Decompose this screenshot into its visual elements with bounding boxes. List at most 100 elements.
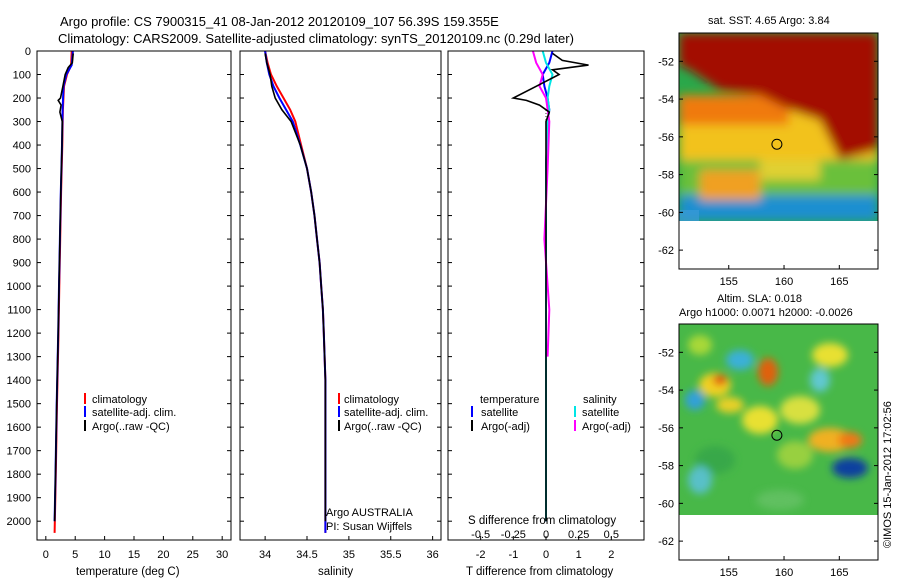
lat-tick-label: -52 <box>658 347 674 359</box>
legend-argo-raw: Argo(..raw -QC) <box>92 421 170 433</box>
blue-series-line <box>53 51 74 522</box>
x-tick-label: 25 <box>187 549 199 561</box>
lat-tick-label: -56 <box>658 132 674 144</box>
x-tick-label: 30 <box>216 549 228 561</box>
legend-swatch-s-argo <box>574 420 576 431</box>
t-difference-xlabel: T difference from climatology <box>466 566 613 578</box>
sla-map-ticks: -52 -54 -56 -58 -60 -62 155 160 165 <box>658 347 878 579</box>
x-tick-label: 0 <box>43 549 49 561</box>
salinity-plot-frame <box>239 50 442 541</box>
salinity-xlabel: salinity <box>318 566 353 578</box>
x-tick-label: 0 <box>543 549 549 561</box>
s-diff-tick-label: 0 <box>543 529 549 541</box>
x-tick-label: 36 <box>427 549 439 561</box>
sla-argo-position-marker <box>771 429 783 441</box>
depth-tick-label: 1300 <box>7 352 31 364</box>
credit-argo-australia: Argo AUSTRALIA <box>326 507 413 519</box>
salinity-panel: 34 34.5 35 35.5 36 salinity climatology sate… <box>239 50 442 578</box>
legend-salinity-title: salinity <box>583 394 617 406</box>
depth-tick-label: 100 <box>13 70 31 82</box>
depth-tick-label: 300 <box>13 117 31 129</box>
depth-tick-label: 1500 <box>7 399 31 411</box>
lat-tick-label: -58 <box>658 461 674 473</box>
lat-tick-label: -54 <box>658 94 674 106</box>
legend-swatch-satellite-adj <box>338 406 340 417</box>
lon-tick-label: 155 <box>720 276 738 288</box>
x-tick-label: 10 <box>98 549 110 561</box>
x-tick-label: 35 <box>343 549 355 561</box>
legend-swatch-t-satellite <box>471 406 473 417</box>
sst-map-panel: sat. SST: 4.65 Argo: 3.84 -52 -54 -56 -58 -6… <box>658 15 879 288</box>
legend-satellite-adj-clim: satellite-adj. clim. <box>344 407 428 419</box>
credit-pi: PI: Susan Wijffels <box>326 521 412 533</box>
lat-tick-label: -54 <box>658 385 674 397</box>
x-tick-label: 34 <box>259 549 271 561</box>
legend-swatch-climatology <box>338 393 340 404</box>
depth-tick-labels: 0 100 200 300 400 500 600 700 800 900 1000 1100 1200… <box>7 46 31 528</box>
black-series-line <box>264 53 327 522</box>
legend-satellite-adj-clim: satellite-adj. clim. <box>92 407 176 419</box>
title-line-2: Climatology: CARS2009. Satellite-adjuste… <box>58 31 574 46</box>
title-line-1: Argo profile: CS 7900315_41 08-Jan-2012 … <box>60 14 499 29</box>
temperature-lines <box>37 51 231 533</box>
difference-legend: temperature salinity satellite Argo(-adj… <box>471 394 631 433</box>
difference-lines <box>448 51 644 522</box>
s-diff-tick-label: -0.5 <box>471 529 490 541</box>
legend-argo-raw: Argo(..raw -QC) <box>344 421 422 433</box>
salinity-legend: climatology satellite-adj. clim. Argo(..… <box>338 393 428 433</box>
legend-climatology: climatology <box>344 394 400 406</box>
black-series-line <box>53 53 74 522</box>
sst-argo-position-marker <box>771 138 783 150</box>
legend-s-satellite: satellite <box>582 407 619 419</box>
temperature-legend: climatology satellite-adj. clim. Argo(..… <box>84 393 176 433</box>
depth-tick-label: 0 <box>25 46 31 58</box>
legend-climatology: climatology <box>92 394 148 406</box>
lat-tick-label: -60 <box>658 498 674 510</box>
x-tick-label: -1 <box>508 549 518 561</box>
magenta-series-line <box>531 51 551 357</box>
depth-tick-label: 1100 <box>7 305 31 317</box>
x-tick-label: 1 <box>576 549 582 561</box>
lon-tick-label: 160 <box>775 276 793 288</box>
sst-map-ticks: -52 -54 -56 -58 -60 -62 155 160 165 <box>658 56 878 288</box>
sst-masked-area <box>679 221 878 269</box>
depth-tick-label: 700 <box>13 211 31 223</box>
lat-tick-label: -58 <box>658 170 674 182</box>
depth-tick-label: 200 <box>13 93 31 105</box>
legend-swatch-argo <box>338 420 340 431</box>
temperature-x-ticks: 0 5 10 15 20 25 30 <box>43 536 228 561</box>
difference-panel: -2 -1 0 1 2 -0.5 -0.25 0 0.25 0.5 S difference f… <box>447 50 645 578</box>
lat-tick-label: -60 <box>658 207 674 219</box>
sla-map-panel: Altim. SLA: 0.018 Argo h1000: 0.0071 h20… <box>658 293 879 579</box>
x-tick-label: 2 <box>608 549 614 561</box>
legend-s-argo: Argo(-adj) <box>582 421 631 433</box>
depth-tick-label: 400 <box>13 140 31 152</box>
lat-tick-label: -56 <box>658 423 674 435</box>
legend-t-satellite: satellite <box>481 407 518 419</box>
imos-credit: ©IMOS 15-Jan-2012 17:02:56 <box>882 401 894 548</box>
s-diff-tick-label: 0.5 <box>604 529 619 541</box>
salinity-x-ticks: 34 34.5 35 35.5 36 <box>259 536 439 561</box>
lon-tick-label: 155 <box>720 567 738 579</box>
depth-tick-label: 1400 <box>7 375 31 387</box>
lat-tick-label: -52 <box>658 56 674 68</box>
depth-tick-label: 1800 <box>7 469 31 481</box>
x-tick-label: -2 <box>476 549 486 561</box>
black-series-line <box>510 52 589 522</box>
depth-tick-label: 800 <box>13 234 31 246</box>
sla-map-frame <box>678 323 879 561</box>
temperature-plot-frame <box>36 50 232 541</box>
lat-tick-label: -62 <box>658 536 674 548</box>
depth-tick-label: 1200 <box>7 328 31 340</box>
depth-tick-label: 900 <box>13 258 31 270</box>
sst-land-patch <box>679 210 699 221</box>
x-tick-label: 34.5 <box>296 549 317 561</box>
s-diff-tick-label: -0.25 <box>501 529 526 541</box>
depth-tick-label: 500 <box>13 164 31 176</box>
legend-swatch-climatology <box>84 393 86 404</box>
difference-x-ticks: -2 -1 0 1 2 <box>476 536 614 561</box>
lon-tick-label: 165 <box>830 276 848 288</box>
sst-map-field <box>679 33 878 221</box>
legend-t-argo: Argo(-adj) <box>481 421 530 433</box>
